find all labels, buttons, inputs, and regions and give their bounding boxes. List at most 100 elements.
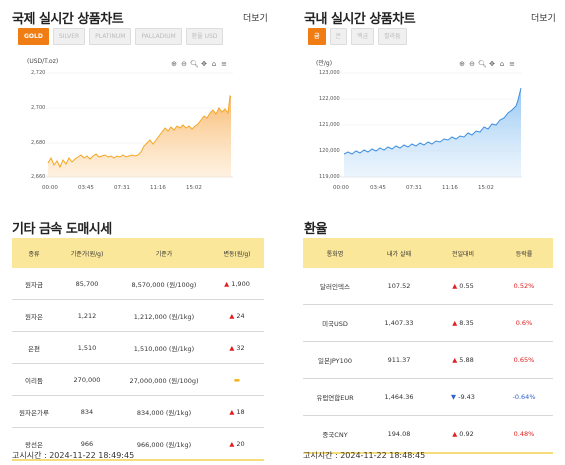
up-arrow-icon: ▲ [229, 311, 235, 320]
metal-base-price: 27,000,000 (원/100g) [118, 363, 210, 396]
tab-palladium[interactable]: PALLADIUM [135, 28, 182, 45]
dom-more-link[interactable]: 더보기 [531, 14, 556, 24]
fx-table: 통화명 내가 살때 전일대비 등락률 달러인덱스 107.52 ▲ 0.55 0.52… [303, 238, 553, 452]
up-arrow-icon: ▲ [229, 439, 235, 448]
fx-timestamp: 고시시간 : 2024-11-22 18:48:45 [303, 451, 426, 460]
intl-line [47, 94, 232, 169]
down-arrow-icon: ▼ [451, 393, 457, 401]
dom-ytick: 119,000 [319, 174, 340, 180]
up-arrow-icon: ▲ [229, 407, 235, 416]
menu-icon[interactable]: ≡ [509, 60, 515, 68]
col-header-rate: 등락률 [495, 238, 553, 268]
table-row: 원자은 1,212 1,212,000 (원/1kg) ▲ 24 [12, 299, 264, 332]
dom-xtick: 07:31 [406, 185, 422, 191]
table-row: 중국CNY 194.08 ▲ 0.92 0.48% [303, 416, 553, 453]
metal-change: ▲ 24 [210, 299, 264, 332]
currency-name: 유럽연합EUR [303, 378, 367, 416]
intl-more-link[interactable]: 더보기 [243, 14, 268, 24]
intl-tabs: GOLD SILVER PLATINUM PALLADIUM 환율 USD [18, 28, 224, 45]
fx-title: 환율 [304, 222, 327, 237]
fx-panel: 통화명 내가 살때 전일대비 등락률 달러인덱스 107.52 ▲ 0.55 0.52… [303, 238, 553, 454]
up-arrow-icon: ▲ [229, 343, 235, 352]
zoom-out-icon[interactable]: ⊖ [469, 60, 475, 68]
metal-base-price: 1,510,000 (원/1kg) [118, 331, 210, 364]
dom-ytick: 120,000 [319, 148, 340, 154]
intl-ytick: 2,720 [31, 70, 46, 76]
magnify-icon[interactable]: 🔍︎ [478, 60, 487, 68]
pan-icon[interactable]: ✥ [201, 60, 207, 68]
dom-xtick: 11:16 [442, 185, 458, 191]
metal-name: 원자은가루 [12, 395, 56, 428]
table-row: 왕선은 966 966,000 (원/1kg) ▲ 20 [12, 428, 264, 460]
home-icon[interactable]: ⌂ [499, 60, 505, 68]
metal-name: 은편 [12, 331, 56, 364]
metal-price: 1,212 [56, 299, 118, 332]
table-row: 이리듐 270,000 27,000,000 (원/100g) ▬ [12, 363, 264, 396]
metal-change: ▬ [210, 363, 264, 396]
metal-change: ▲ 18 [210, 395, 264, 428]
zoom-in-icon[interactable]: ⊕ [459, 60, 465, 68]
dom-ytick: 123,000 [319, 70, 340, 76]
change-value: 24 [236, 311, 245, 320]
metal-price: 834 [56, 395, 118, 428]
tab-platinum-kr[interactable]: 백금 [351, 28, 375, 45]
col-header-change: 전일대비 [431, 238, 495, 268]
up-arrow-icon: ▲ [452, 282, 458, 290]
change-value: 0.92 [459, 430, 474, 438]
col-header-change: 변동(원/g) [210, 238, 264, 268]
col-header-currency: 통화명 [303, 238, 367, 268]
tab-silver[interactable]: SILVER [52, 28, 86, 45]
flat-dash-icon: ▬ [233, 375, 241, 384]
table-row: 원자은가루 834 834,000 (원/1kg) ▲ 18 [12, 395, 264, 428]
zoom-in-icon[interactable]: ⊕ [171, 60, 177, 68]
menu-icon[interactable]: ≡ [221, 60, 227, 68]
currency-rate: 0.52% [495, 268, 553, 305]
dom-line [343, 87, 522, 155]
dom-xtick: 00:00 [333, 185, 349, 191]
col-header-kind: 종류 [12, 238, 56, 268]
metals-panel: 종류 기준가(원/g) 기준가 변동(원/g) 원자금 85,700 8,570,0… [12, 238, 264, 461]
metal-name: 왕선은 [25, 440, 43, 449]
tab-gold-kr[interactable]: 금 [308, 28, 326, 45]
tab-gold[interactable]: GOLD [18, 28, 49, 45]
metal-name: 원자금 [12, 268, 56, 300]
table-header-row: 통화명 내가 살때 전일대비 등락률 [303, 238, 553, 268]
change-value: 0.55 [459, 282, 474, 290]
up-arrow-icon: ▲ [452, 319, 458, 327]
dom-chart-toolbar: ⊕ ⊖ 🔍︎ ✥ ⌂ ≡ [458, 60, 516, 68]
metal-name: 원자은 [12, 299, 56, 332]
currency-rate: -0.64% [495, 378, 553, 416]
tab-silver-kr[interactable]: 은 [329, 28, 348, 45]
table-row: 미국USD 1,407.33 ▲ 8.35 0.6% [303, 304, 553, 342]
metal-base-price: 834,000 (원/1kg) [118, 395, 210, 428]
up-arrow-icon: ▲ [224, 279, 230, 288]
change-value: 8.35 [459, 319, 474, 327]
currency-change: ▲ 8.35 [431, 304, 495, 342]
table-header-row: 종류 기준가(원/g) 기준가 변동(원/g) [12, 238, 264, 268]
dom-price-chart [340, 72, 522, 178]
currency-buy-price: 911.37 [367, 341, 431, 379]
intl-xtick: 11:16 [150, 185, 166, 191]
tab-fx-usd[interactable]: 환율 USD [185, 28, 224, 45]
dom-ytick: 121,000 [319, 122, 340, 128]
currency-name: 달러인덱스 [303, 268, 367, 305]
table-row: 원자금 85,700 8,570,000 (원/100g) ▲ 1,900 [12, 268, 264, 300]
table-row: 은편 1,510 1,510,000 (원/1kg) ▲ 32 [12, 331, 264, 364]
magnify-icon[interactable]: 🔍︎ [190, 60, 199, 68]
currency-change: ▼ -9.43 [431, 378, 495, 416]
intl-area [48, 96, 231, 177]
metal-price: 1,510 [56, 331, 118, 364]
dom-area [344, 88, 521, 177]
tab-platinum[interactable]: PLATINUM [89, 28, 132, 45]
tab-palladium-kr[interactable]: 팔라듐 [378, 28, 407, 45]
intl-chart-toolbar: ⊕ ⊖ 🔍︎ ✥ ⌂ ≡ [170, 60, 228, 68]
pan-icon[interactable]: ✥ [489, 60, 495, 68]
zoom-out-icon[interactable]: ⊖ [181, 60, 187, 68]
change-value: 32 [236, 343, 245, 352]
metal-name: 이리듐 [12, 363, 56, 396]
change-value: 18 [236, 407, 245, 416]
currency-rate: 0.6% [495, 304, 553, 342]
metals-timestamp: 고시시간 : 2024-11-22 18:49:45 [12, 451, 135, 460]
home-icon[interactable]: ⌂ [211, 60, 217, 68]
table-row: 달러인덱스 107.52 ▲ 0.55 0.52% [303, 268, 553, 305]
